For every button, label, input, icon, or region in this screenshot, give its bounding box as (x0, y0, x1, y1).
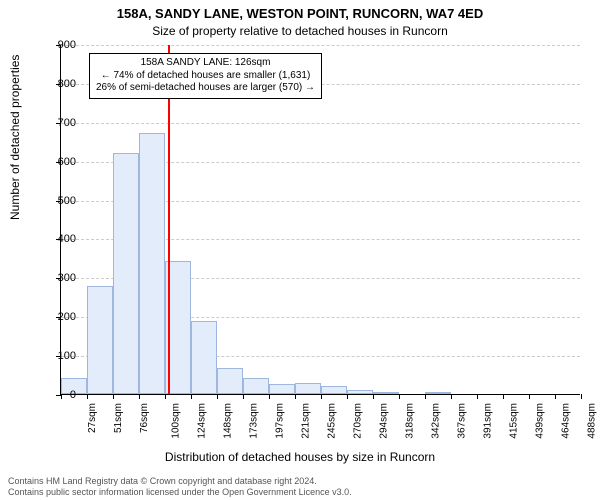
histogram-bar (347, 390, 373, 394)
ytick-label: 200 (46, 311, 76, 323)
histogram-bar (321, 386, 347, 394)
xtick-mark (165, 394, 166, 399)
xtick-mark (87, 394, 88, 399)
chart-container: 158A, SANDY LANE, WESTON POINT, RUNCORN,… (0, 0, 600, 500)
xtick-mark (581, 394, 582, 399)
ytick-label: 800 (46, 78, 76, 90)
xtick-mark (269, 394, 270, 399)
xtick-mark (191, 394, 192, 399)
xtick-mark (373, 394, 374, 399)
xtick-label: 488sqm (587, 403, 598, 439)
annotation-line: ← 74% of detached houses are smaller (1,… (96, 70, 315, 83)
xtick-mark (321, 394, 322, 399)
xtick-label: 294sqm (379, 403, 390, 439)
ytick-label: 300 (46, 272, 76, 284)
xtick-label: 391sqm (483, 403, 494, 439)
xtick-label: 148sqm (223, 403, 234, 439)
histogram-bar (113, 153, 139, 394)
xtick-label: 197sqm (275, 403, 286, 439)
xtick-label: 415sqm (509, 403, 520, 439)
annotation-line: 26% of semi-detached houses are larger (… (96, 82, 315, 95)
xtick-label: 100sqm (171, 403, 182, 439)
xtick-mark (347, 394, 348, 399)
xtick-mark (295, 394, 296, 399)
x-axis-title: Distribution of detached houses by size … (0, 450, 600, 464)
ytick-label: 700 (46, 117, 76, 129)
xtick-label: 51sqm (113, 403, 124, 433)
histogram-bar (243, 378, 269, 394)
histogram-bar (191, 321, 217, 394)
histogram-bar (295, 383, 321, 394)
xtick-label: 270sqm (353, 403, 364, 439)
histogram-bar (139, 133, 165, 394)
ytick-label: 600 (46, 156, 76, 168)
xtick-label: 342sqm (431, 403, 442, 439)
chart-title-secondary: Size of property relative to detached ho… (0, 24, 600, 38)
xtick-mark (139, 394, 140, 399)
footer-line-1: Contains HM Land Registry data © Crown c… (8, 476, 592, 487)
y-axis-title: Number of detached properties (8, 55, 22, 220)
plot-area: 158A SANDY LANE: 126sqm← 74% of detached… (60, 45, 580, 395)
xtick-label: 367sqm (457, 403, 468, 439)
footer-attribution: Contains HM Land Registry data © Crown c… (8, 476, 592, 498)
histogram-bar (373, 392, 399, 394)
xtick-label: 221sqm (301, 403, 312, 439)
histogram-bar (87, 286, 113, 394)
xtick-mark (217, 394, 218, 399)
xtick-label: 439sqm (535, 403, 546, 439)
ytick-label: 900 (46, 39, 76, 51)
xtick-label: 124sqm (197, 403, 208, 439)
footer-line-2: Contains public sector information licen… (8, 487, 592, 498)
histogram-bar (425, 392, 451, 394)
gridline-h (61, 45, 580, 46)
histogram-bar (217, 368, 243, 394)
chart-title-primary: 158A, SANDY LANE, WESTON POINT, RUNCORN,… (0, 6, 600, 21)
annotation-box: 158A SANDY LANE: 126sqm← 74% of detached… (89, 53, 322, 99)
xtick-mark (113, 394, 114, 399)
xtick-label: 27sqm (87, 403, 98, 433)
histogram-bar (269, 384, 295, 394)
xtick-mark (477, 394, 478, 399)
xtick-mark (451, 394, 452, 399)
xtick-mark (243, 394, 244, 399)
ytick-label: 400 (46, 233, 76, 245)
xtick-mark (529, 394, 530, 399)
xtick-mark (399, 394, 400, 399)
ytick-label: 100 (46, 350, 76, 362)
xtick-mark (503, 394, 504, 399)
xtick-label: 173sqm (249, 403, 260, 439)
xtick-mark (555, 394, 556, 399)
annotation-line: 158A SANDY LANE: 126sqm (96, 57, 315, 70)
xtick-label: 464sqm (561, 403, 572, 439)
xtick-label: 245sqm (327, 403, 338, 439)
xtick-label: 76sqm (139, 403, 150, 433)
ytick-label: 0 (46, 389, 76, 401)
xtick-label: 318sqm (405, 403, 416, 439)
gridline-h (61, 123, 580, 124)
xtick-mark (425, 394, 426, 399)
ytick-label: 500 (46, 195, 76, 207)
